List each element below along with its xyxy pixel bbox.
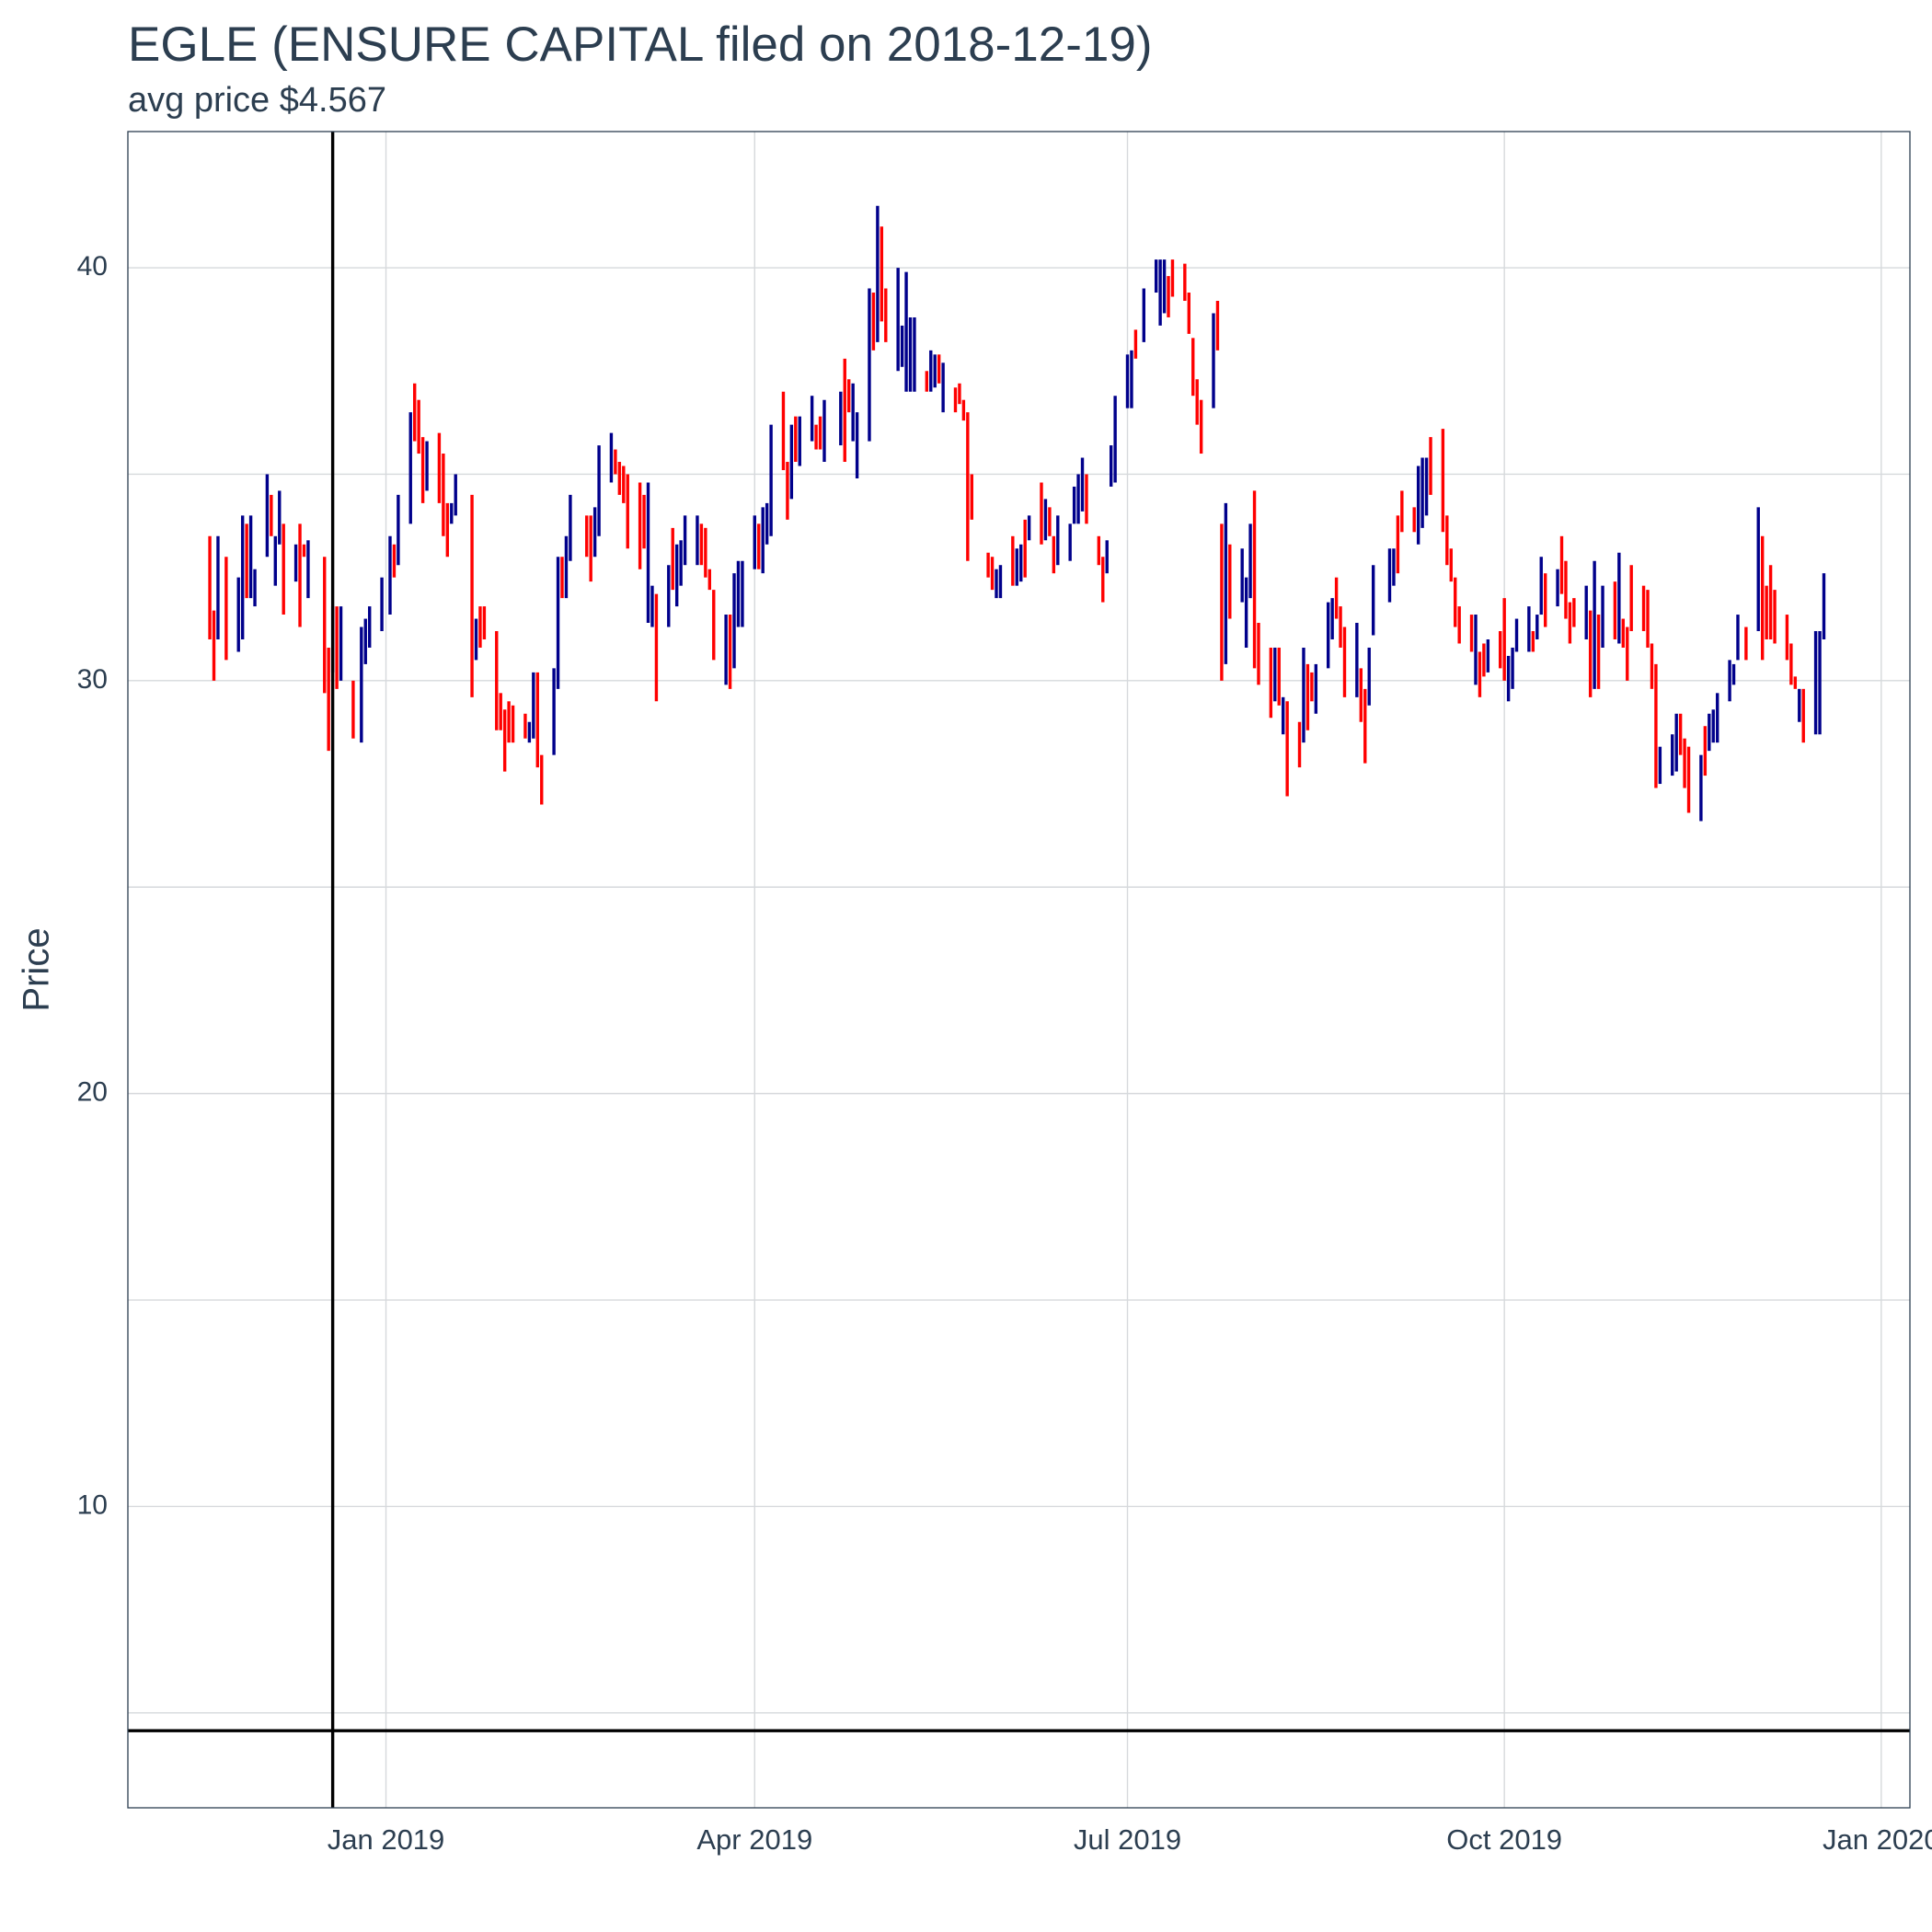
y-tick-label: 20 [77, 1077, 108, 1108]
plot-area [128, 132, 1910, 1808]
y-tick-label: 30 [77, 664, 108, 695]
grid [128, 132, 1910, 1808]
x-tick-label: Jan 2020 [1823, 1823, 1932, 1856]
plot-border [127, 131, 1911, 1809]
chart-subtitle: avg price $4.567 [128, 81, 386, 120]
y-tick-label: 40 [77, 251, 108, 282]
x-tick-label: Jan 2019 [328, 1823, 445, 1856]
y-tick-label: 10 [77, 1489, 108, 1520]
x-tick-label: Jul 2019 [1074, 1823, 1181, 1856]
y-axis-label: Price [17, 927, 57, 1011]
x-tick-label: Apr 2019 [696, 1823, 812, 1856]
chart-title: EGLE (ENSURE CAPITAL filed on 2018-12-19… [128, 17, 1153, 72]
x-tick-label: Oct 2019 [1446, 1823, 1562, 1856]
